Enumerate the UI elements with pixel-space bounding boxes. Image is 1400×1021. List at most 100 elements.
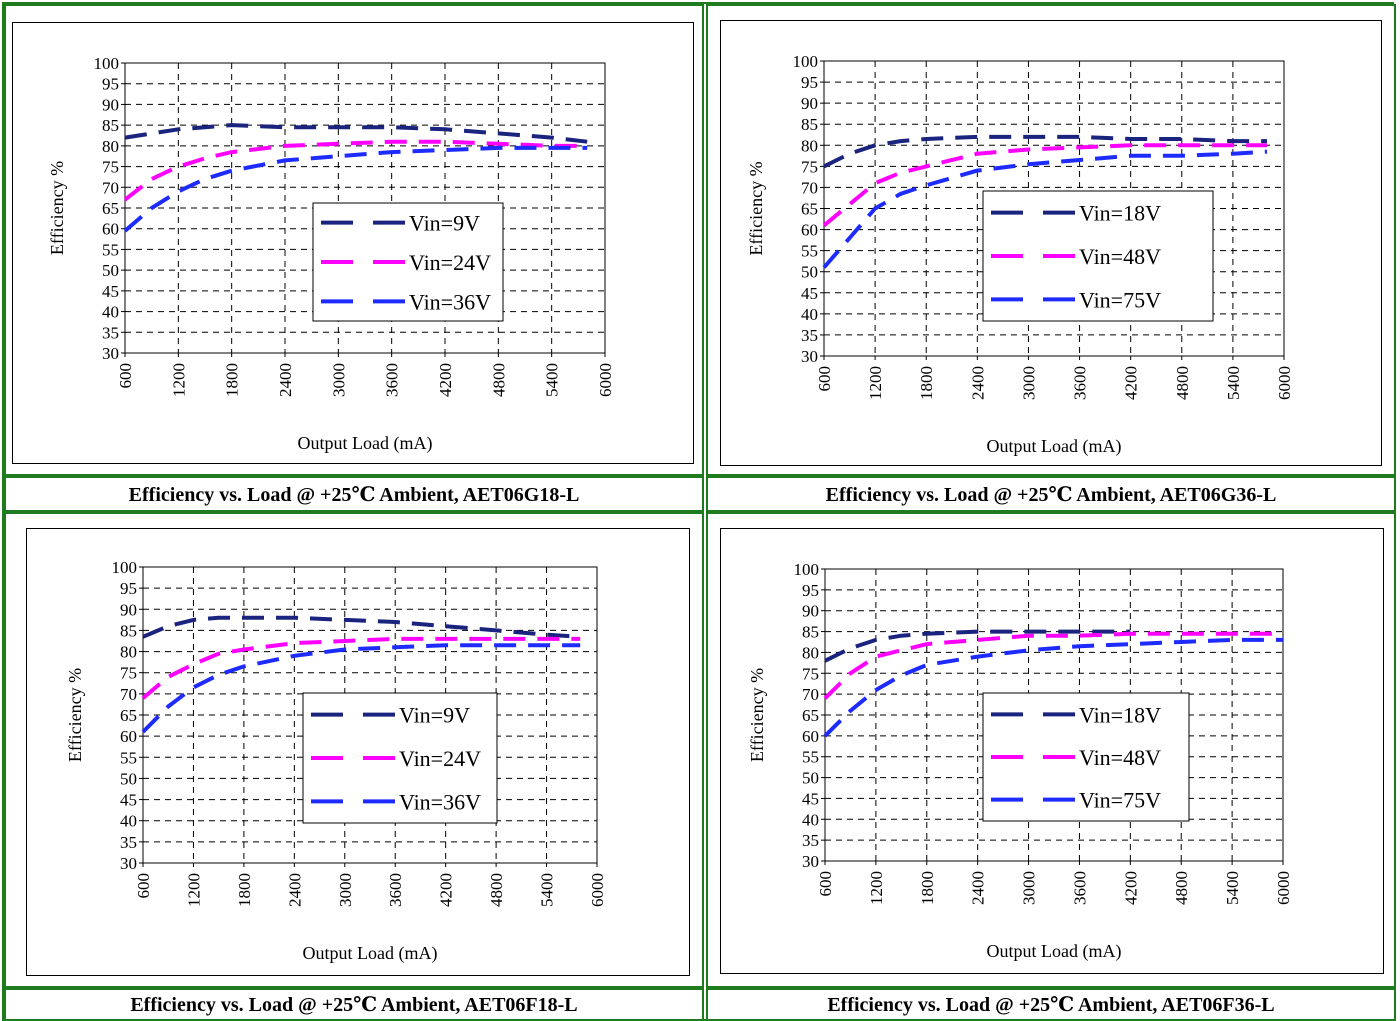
chart-frame-4: 30 35 40 45 50 55 60 65 70 75 80 85 90 95 100 600 1200 18…: [720, 528, 1384, 974]
x-tick-label: 3600: [386, 873, 405, 907]
x-axis-label: Output Load (mA): [987, 436, 1122, 457]
y-tick-label: 60: [102, 220, 119, 239]
y-tick-label: 100: [94, 54, 120, 73]
x-tick-label: 6000: [1274, 871, 1293, 905]
chart-frame-1: 30 35 40 45 50 55 60 65 70 75 80 85 90 95 100 600 1200 18…: [12, 22, 694, 464]
y-tick-label: 35: [802, 831, 819, 850]
x-tick-label: 1800: [235, 873, 254, 907]
chart-frame-3: 30 35 40 45 50 55 60 65 70 75 80 85 90 95 100 600 1200 18…: [26, 528, 690, 976]
x-tick-label: 3600: [383, 363, 402, 397]
y-axis-label: Efficiency %: [746, 161, 766, 255]
x-tick-label: 3600: [1071, 366, 1090, 400]
y-tick-label: 70: [802, 685, 819, 704]
y-tick-label: 85: [802, 623, 819, 642]
y-tick-label: 85: [102, 116, 119, 135]
series-line-2: [123, 139, 588, 202]
y-axis-label: Efficiency %: [747, 668, 767, 762]
y-tick-label: 100: [793, 52, 819, 71]
legend: Vin=18V Vin=48V Vin=75V: [982, 692, 1190, 822]
chart-cell-2: 30 35 40 45 50 55 60 65 70 75 80 85 90 95 100 600 1200 18…: [706, 4, 1396, 476]
series-line-3: [123, 145, 588, 233]
y-tick-label: 80: [801, 136, 818, 155]
series-line-3: [141, 643, 581, 734]
chart-caption-3: Efficiency vs. Load @ +25℃ Ambient, AET0…: [4, 988, 704, 1021]
y-tick-label: 95: [120, 579, 137, 598]
legend-label: Vin=48V: [1079, 745, 1161, 770]
series-line-1: [142, 615, 581, 639]
chart-caption-2: Efficiency vs. Load @ +25℃ Ambient, AET0…: [706, 476, 1396, 512]
x-tick-label: 4800: [487, 873, 506, 907]
y-tick-label: 35: [102, 323, 119, 342]
y-tick-label: 60: [120, 727, 137, 746]
x-tick-label: 4200: [437, 873, 456, 907]
x-tick-label: 1200: [184, 873, 203, 907]
x-tick-label: 1200: [866, 366, 885, 400]
legend-label: Vin=9V: [409, 211, 480, 236]
legend-label: Vin=36V: [409, 289, 491, 314]
x-axis-label: Output Load (mA): [303, 943, 438, 964]
y-axis-label: Efficiency %: [47, 161, 67, 255]
x-tick-label: 600: [116, 363, 135, 389]
y-tick-label: 45: [801, 284, 818, 303]
y-tick-label: 70: [801, 178, 818, 197]
chart-frame-2: 30 35 40 45 50 55 60 65 70 75 80 85 90 95 100 600 1200 18…: [720, 20, 1382, 466]
legend: Vin=9V Vin=24V Vin=36V: [312, 202, 504, 322]
y-tick-label: 55: [120, 748, 137, 767]
x-tick-label: 600: [815, 366, 834, 392]
x-tick-label: 3000: [1019, 366, 1038, 400]
y-tick-label: 75: [102, 158, 119, 177]
y-tick-label: 80: [120, 643, 137, 662]
x-tick-label: 600: [816, 871, 835, 897]
y-tick-label: 30: [120, 854, 137, 873]
x-tick-label: 4800: [1172, 871, 1191, 905]
legend: Vin=18V Vin=48V Vin=75V: [982, 190, 1214, 322]
y-tick-label: 55: [802, 748, 819, 767]
x-tick-labels: 600 1200 1800 2400 3000 3600 4200 4800 5400 6000: [815, 356, 1294, 400]
x-tick-label: 1800: [918, 871, 937, 905]
x-tick-label: 5400: [538, 873, 557, 907]
x-tick-label: 1200: [867, 871, 886, 905]
y-tick-label: 35: [120, 833, 137, 852]
y-tick-label: 60: [801, 221, 818, 240]
y-tick-label: 55: [801, 242, 818, 261]
y-tick-label: 55: [102, 240, 119, 259]
y-tick-label: 95: [801, 73, 818, 92]
x-tick-label: 3000: [329, 363, 348, 397]
efficiency-chart-aet06f18: 30 35 40 45 50 55 60 65 70 75 80 85 90 95 100 600 1200 18…: [65, 558, 607, 964]
legend-label: Vin=18V: [1079, 201, 1161, 226]
x-tick-label: 2400: [276, 363, 295, 397]
x-tick-label: 6000: [588, 873, 607, 907]
y-tick-label: 40: [120, 812, 137, 831]
y-tick-label: 90: [102, 95, 119, 114]
y-tick-label: 40: [102, 303, 119, 322]
x-tick-label: 4200: [1122, 366, 1141, 400]
x-tick-label: 6000: [596, 363, 615, 397]
x-tick-label: 6000: [1275, 366, 1294, 400]
x-tick-label: 2400: [285, 873, 304, 907]
x-axis-label: Output Load (mA): [298, 433, 433, 454]
chart-caption-4: Efficiency vs. Load @ +25℃ Ambient, AET0…: [706, 988, 1396, 1021]
y-tick-label: 80: [802, 643, 819, 662]
x-tick-label: 4200: [1121, 871, 1140, 905]
y-tick-label: 30: [102, 344, 119, 363]
y-tick-label: 65: [801, 200, 818, 219]
y-tick-label: 50: [802, 769, 819, 788]
series-line-2: [141, 636, 581, 700]
legend-label: Vin=48V: [1079, 244, 1161, 269]
chart-cell-3: 30 35 40 45 50 55 60 65 70 75 80 85 90 95 100 600 1200 18…: [4, 512, 704, 988]
x-tick-labels: 600 1200 1800 2400 3000 3600 4200 4800 5400 6000: [816, 861, 1293, 905]
x-tick-label: 2400: [969, 871, 988, 905]
x-tick-label: 3000: [336, 873, 355, 907]
y-tick-label: 75: [802, 664, 819, 683]
series-line-1: [124, 123, 588, 144]
y-tick-label: 70: [102, 178, 119, 197]
series-line-2: [822, 143, 1267, 227]
x-tick-labels: 600 1200 1800 2400 3000 3600 4200 4800 5400 6000: [116, 353, 615, 397]
legend-label: Vin=24V: [409, 250, 491, 275]
y-tick-label: 85: [801, 115, 818, 134]
chart-cell-4: 30 35 40 45 50 55 60 65 70 75 80 85 90 95 100 600 1200 18…: [706, 512, 1396, 988]
